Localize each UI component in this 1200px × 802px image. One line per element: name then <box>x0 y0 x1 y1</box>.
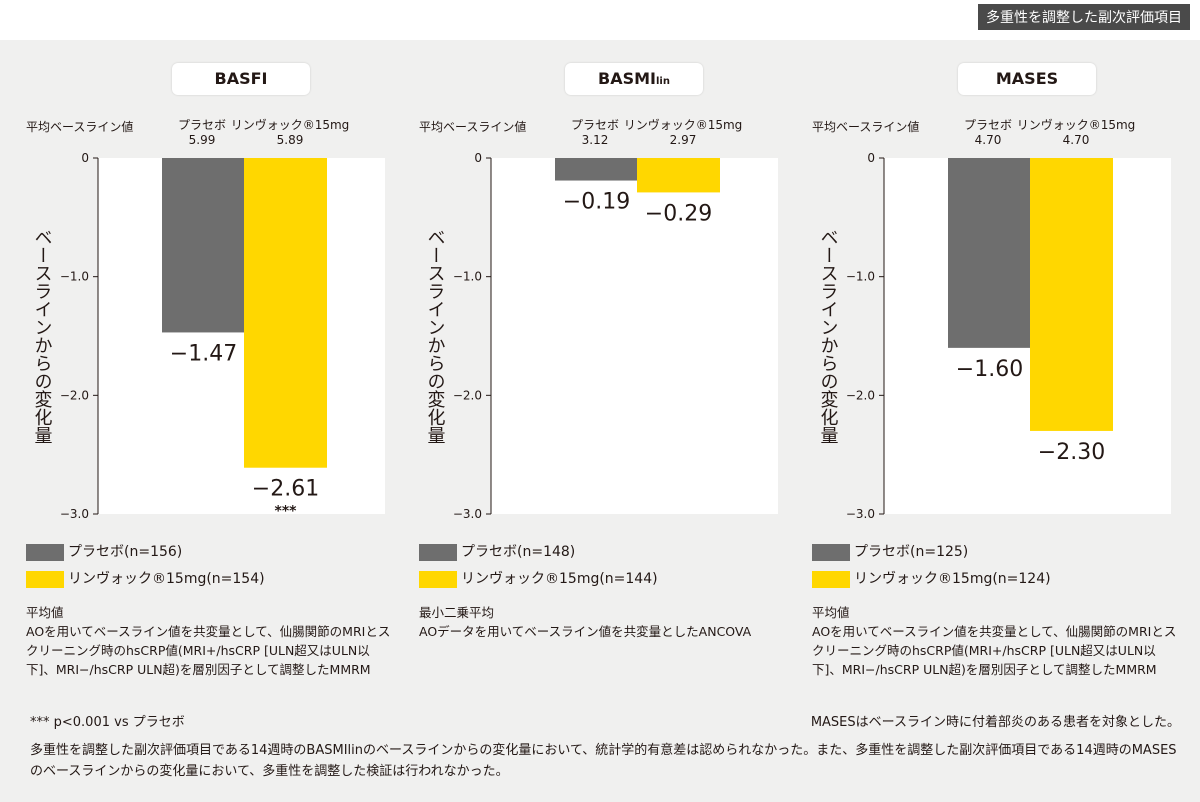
y-tick-label: −1.0 <box>60 270 89 284</box>
placebo-header: プラセボ 3.12 <box>570 118 619 147</box>
baseline-label: 平均ベースライン値 <box>419 120 527 134</box>
plot-area <box>491 158 778 514</box>
legend-swatch-placebo <box>419 543 457 561</box>
method-note: 最小二乗平均 AOデータを用いてベースライン値を共変量としたANCOVA <box>419 605 752 639</box>
legend-swatch-placebo <box>812 543 850 561</box>
legend-swatch-rinvoq <box>812 570 850 588</box>
mases-footnote: MASESはベースライン時に付着部炎のある患者を対象とした。 <box>810 715 1180 730</box>
value-label: −2.30 <box>1038 440 1105 465</box>
legend-rinvoq: リンヴォック®15mg(n=154) <box>26 568 265 588</box>
y-tick-label: 0 <box>474 151 482 165</box>
y-tick-label: 0 <box>81 151 89 165</box>
bar-chart: 0 −1.0 −2.0 −3.0 ベースラインからの変化量 −1.47 −2.61 *** <box>32 151 385 521</box>
y-axis-label: ベースラインからの変化量 <box>425 228 446 444</box>
y-axis-label: ベースラインからの変化量 <box>818 228 839 444</box>
significance-footnote: *** p<0.001 vs プラセボ <box>30 715 185 730</box>
baseline-label: 平均ベースライン値 <box>26 120 134 134</box>
rinvoq-header: リンヴォック®15mg 4.70 <box>1016 118 1136 147</box>
chart-panel-basmi: BASMIlin 平均ベースライン値 プラセボ 3.12 リンヴォック®15mg 2… <box>393 58 783 698</box>
value-label: −2.61 <box>252 477 319 502</box>
summary-text: 多重性を調整した副次評価項目である14週時のBASMIlinのベースラインからの… <box>30 743 1177 779</box>
y-tick-label: −2.0 <box>60 388 89 402</box>
section-tag: 多重性を調整した副次評価項目 <box>978 4 1190 30</box>
bar-rinvoq <box>244 158 327 468</box>
value-label: −1.60 <box>956 357 1023 382</box>
y-tick-label: −3.0 <box>846 507 875 521</box>
y-tick-label: 0 <box>867 151 875 165</box>
legend-rinvoq: リンヴォック®15mg(n=124) <box>812 568 1051 588</box>
legend-rinvoq: リンヴォック®15mg(n=144) <box>419 568 658 588</box>
y-axis-label: ベースラインからの変化量 <box>32 228 53 444</box>
panel-title: BASFI <box>172 63 310 95</box>
y-tick-label: −3.0 <box>453 507 482 521</box>
legend-placebo: プラセボ(n=125) <box>812 541 968 561</box>
legend-swatch-rinvoq <box>26 570 64 588</box>
bar-chart: 0 −1.0 −2.0 −3.0 ベースラインからの変化量 −1.60 −2.30 <box>818 151 1171 521</box>
chart-panel-mases: MASES 平均ベースライン値 プラセボ 4.70 リンヴォック®15mg 4.70… <box>786 58 1176 698</box>
y-tick-label: −2.0 <box>846 388 875 402</box>
bar-rinvoq <box>637 158 720 193</box>
method-note: 平均値 AOを用いてベースライン値を共変量として、仙腸関節のMRIとスクリーニング… <box>812 605 1177 677</box>
panel-title: MASES <box>958 63 1096 95</box>
method-note: 平均値 AOを用いてベースライン値を共変量として、仙腸関節のMRIとスクリーニング… <box>26 605 391 677</box>
placebo-header: プラセボ 4.70 <box>963 118 1012 147</box>
legend-placebo: プラセボ(n=148) <box>419 541 575 561</box>
value-label: −1.47 <box>170 341 237 366</box>
bar-chart: 0 −1.0 −2.0 −3.0 ベースラインからの変化量 −0.19 −0.29 <box>425 151 778 521</box>
value-label: −0.19 <box>563 190 630 215</box>
bar-placebo <box>555 158 638 181</box>
legend-swatch-rinvoq <box>419 570 457 588</box>
placebo-header: プラセボ 5.99 <box>177 118 226 147</box>
y-tick-label: −1.0 <box>846 270 875 284</box>
legend-placebo: プラセボ(n=156) <box>26 541 182 561</box>
significance-mark: *** <box>275 504 298 520</box>
y-tick-label: −2.0 <box>453 388 482 402</box>
top-bar: 多重性を調整した副次評価項目 <box>0 0 1200 40</box>
chart-panel-basfi: BASFI 平均ベースライン値 プラセボ 5.99 リンヴォック®15mg 5.89… <box>0 58 390 698</box>
panel-title: BASMIlin <box>565 63 703 95</box>
bar-rinvoq <box>1030 158 1113 431</box>
bar-placebo <box>162 158 245 333</box>
rinvoq-header: リンヴォック®15mg 5.89 <box>230 118 350 147</box>
value-label: −0.29 <box>645 201 712 226</box>
rinvoq-header: リンヴォック®15mg 2.97 <box>623 118 743 147</box>
baseline-label: 平均ベースライン値 <box>812 120 920 134</box>
legend-swatch-placebo <box>26 543 64 561</box>
bar-placebo <box>948 158 1031 348</box>
y-tick-label: −1.0 <box>453 270 482 284</box>
y-tick-label: −3.0 <box>60 507 89 521</box>
